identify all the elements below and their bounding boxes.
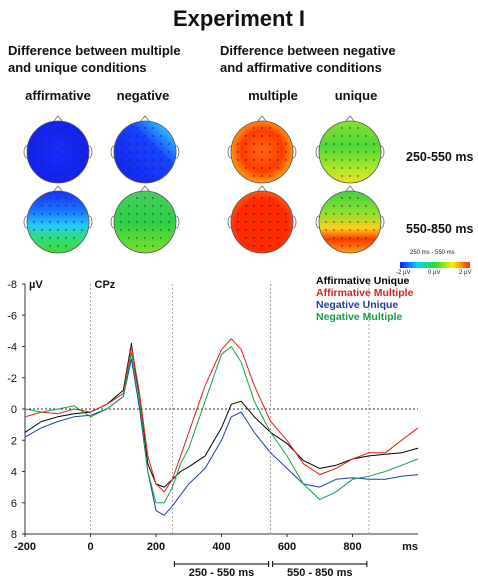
topomap-affirmative-550-850ms — [23, 185, 93, 254]
legend-entry: Affirmative Multiple — [316, 287, 414, 299]
section-title-multiple-vs-unique: Difference between multiple and unique c… — [8, 42, 181, 76]
y-tick-label: -6 — [7, 310, 17, 322]
nose-icon — [139, 115, 151, 123]
x-tick-label: -200 — [14, 541, 36, 553]
section-title-line: Difference between multiple — [8, 43, 181, 58]
nose-icon — [256, 115, 268, 123]
y-unit-label: µV — [29, 279, 43, 291]
x-tick-label: 800 — [343, 541, 361, 553]
nose-icon — [344, 115, 356, 123]
column-label-negative: negative — [116, 88, 170, 103]
y-tick-label: -2 — [7, 373, 17, 385]
nose-icon — [256, 185, 268, 193]
topomap-grid — [23, 115, 385, 254]
window-label: 250 - 550 ms — [189, 567, 254, 579]
x-unit-label: ms — [402, 541, 418, 553]
y-tick-label: 6 — [11, 498, 17, 510]
y-tick-label: 4 — [11, 467, 17, 479]
figure-title: Experiment I — [172, 6, 306, 31]
topomap-unique-250-550ms — [315, 115, 385, 184]
x-tick-label: 600 — [278, 541, 296, 553]
window-label: 550 - 850 ms — [287, 567, 352, 579]
legend-entry: Negative Unique — [316, 299, 398, 311]
series-line-affirmative-unique — [24, 342, 419, 488]
y-tick-label: -8 — [7, 279, 17, 291]
electrode-dots — [33, 197, 83, 247]
x-tick-label: 400 — [212, 541, 230, 553]
topomap-negative-550-850ms — [110, 185, 180, 254]
topomap-unique-550-850ms — [315, 185, 385, 254]
topomap-negative-250-550ms — [110, 115, 180, 184]
section-title-line: and affirmative conditions — [220, 60, 382, 75]
y-tick-label: 8 — [11, 529, 17, 541]
electrode-dots — [33, 127, 83, 177]
electrode-dots — [237, 197, 287, 247]
colorbar-window-label: 250 ms - 550 ms — [410, 250, 455, 256]
y-tick-label: 2 — [11, 435, 17, 447]
legend-entry: Negative Multiple — [316, 311, 403, 323]
channel-label: CPz — [95, 279, 116, 291]
nose-icon — [52, 185, 64, 193]
electrode-dots — [325, 127, 375, 177]
row-label-250-550: 250-550 ms — [406, 150, 474, 164]
nose-icon — [344, 185, 356, 193]
y-tick-label: -4 — [7, 342, 17, 354]
x-tick-label: 200 — [147, 541, 165, 553]
topomap-multiple-550-850ms — [227, 185, 297, 254]
topomap-affirmative-250-550ms — [23, 115, 93, 184]
row-label-550-850: 550-850 ms — [406, 222, 474, 236]
y-tick-label: 0 — [11, 404, 17, 416]
erp-chart: -8 -6 -4 -2 0 2 4 6 8-200 0 200 400 600 800 ms µV CPz Aff… — [7, 275, 419, 579]
section-title-negative-vs-affirmative: Difference between negative and affirmat… — [220, 42, 396, 76]
series-line-negative-multiple — [24, 346, 419, 504]
column-label-unique: unique — [334, 88, 378, 103]
colorbar — [400, 262, 470, 268]
colorbar-tick: 2 µV — [459, 270, 472, 276]
colorbar-tick: 0 µV — [428, 270, 441, 276]
x-tick-label: 0 — [87, 541, 93, 553]
electrode-dots — [120, 127, 170, 177]
topomap-multiple-250-550ms — [227, 115, 297, 184]
column-label-multiple: multiple — [248, 88, 298, 103]
nose-icon — [52, 115, 64, 123]
column-label-affirmative: affirmative — [25, 88, 91, 103]
electrode-dots — [120, 197, 170, 247]
section-title-line: Difference between negative — [220, 43, 396, 58]
series-line-affirmative-multiple — [24, 338, 419, 493]
series-line-negative-unique — [24, 358, 419, 516]
legend-entry: Affirmative Unique — [316, 275, 410, 287]
electrode-dots — [325, 197, 375, 247]
nose-icon — [139, 185, 151, 193]
colorbar-tick: -2 µV — [396, 270, 411, 276]
section-title-line: and unique conditions — [8, 60, 147, 75]
electrode-dots — [237, 127, 287, 177]
